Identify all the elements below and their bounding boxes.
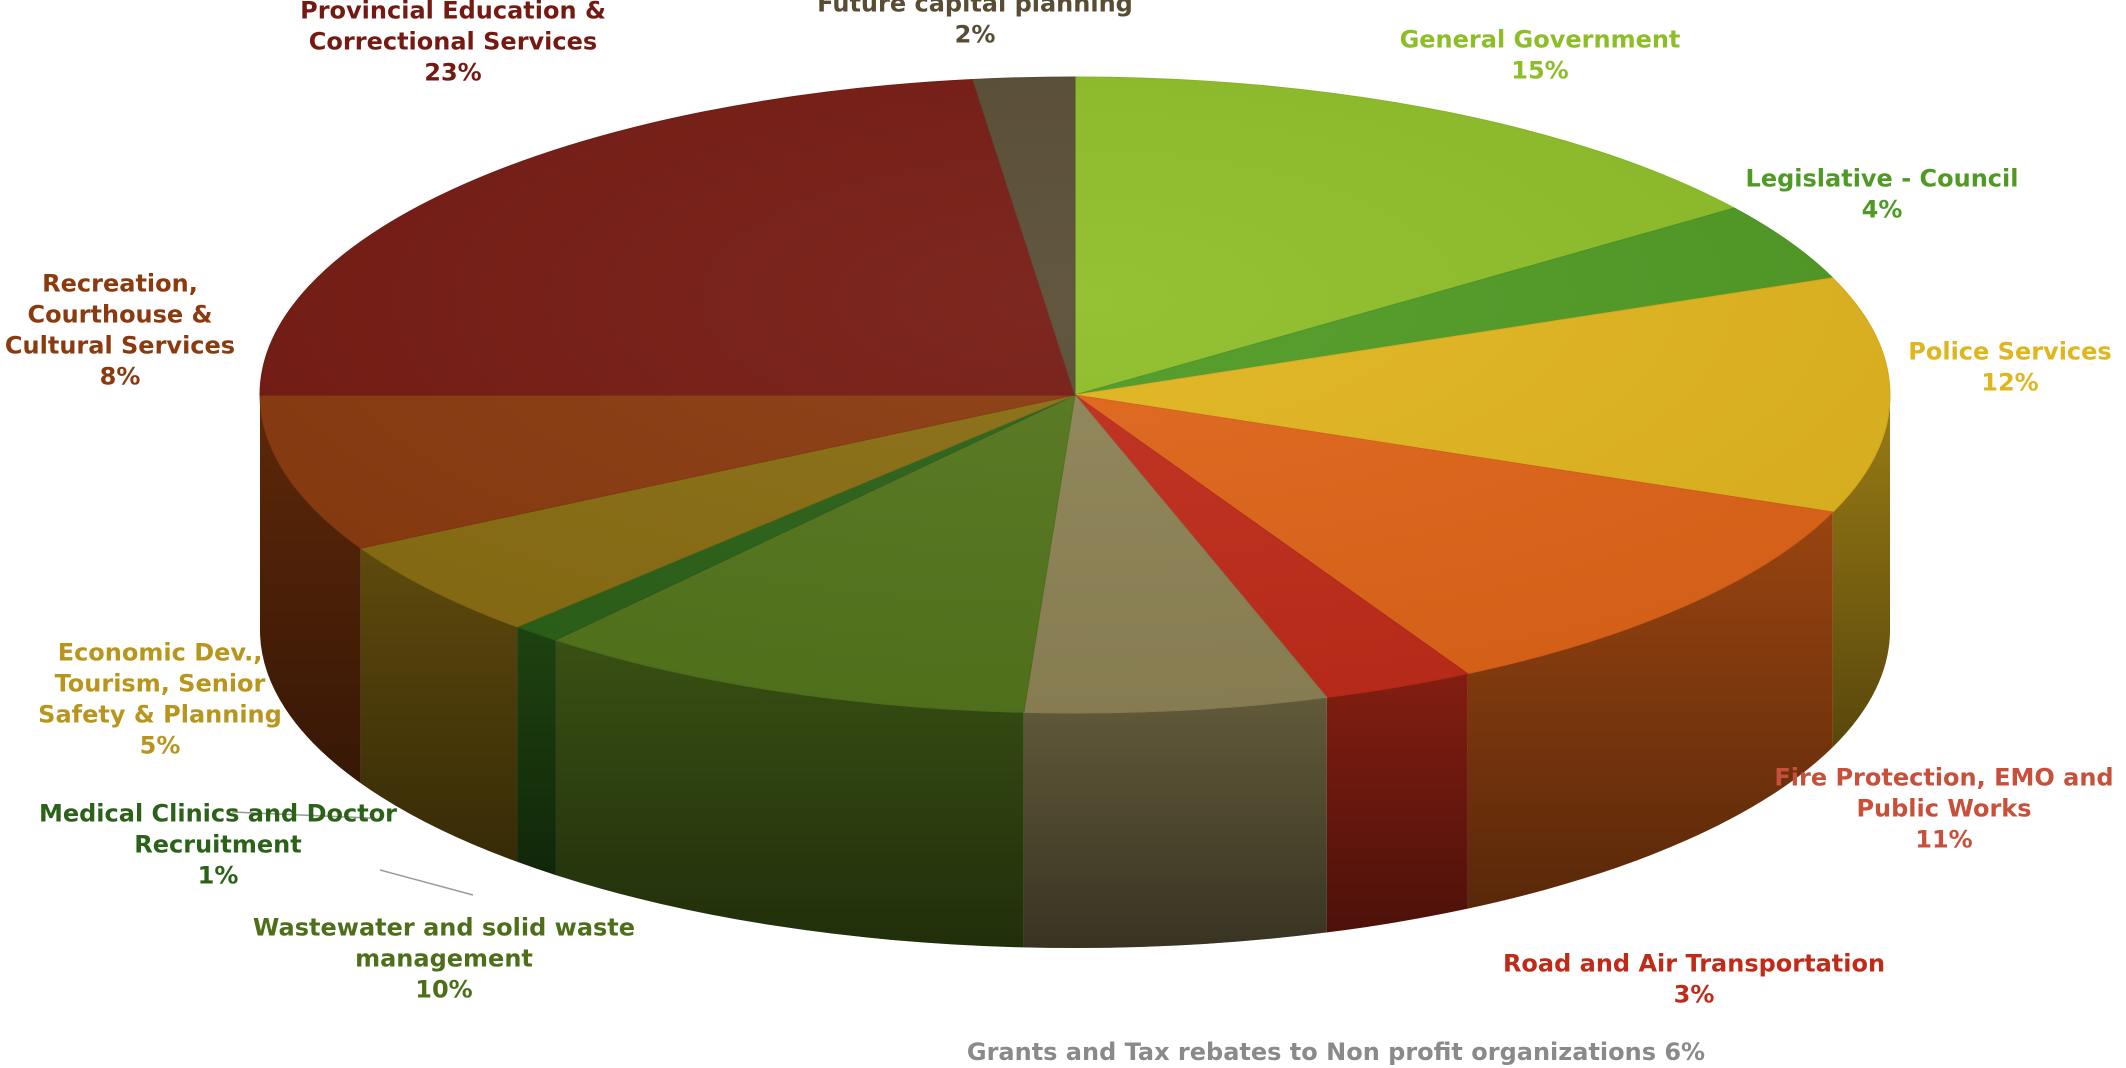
label-fire-protection-emo-and-public-works: Fire Protection, EMO and Public Works 11% [1774, 764, 2113, 854]
slice-value-label: 23% [424, 59, 481, 87]
leader-line-economic-dev-tourism-senior-safety-planning [231, 811, 371, 819]
slice-value-label: 2% [955, 21, 996, 49]
slice-value-label: 15% [1511, 57, 1568, 85]
slice-label-text: Road and Air Transportation [1503, 950, 1885, 978]
pie-side-layer [260, 395, 1890, 948]
pie-top-layer [259, 76, 1891, 714]
slice-value-label: 3% [1674, 981, 1715, 1009]
slice-value-label: 10% [415, 976, 472, 1004]
slice-value-label: 12% [1981, 369, 2038, 397]
side-recreation-courthouse-cultural-services [260, 395, 361, 784]
side-grants-and-tax-rebates-to-non-profit-organizations [1023, 697, 1327, 948]
label-medical-clinics-and-doctor-recruitment: Medical Clinics and Doctor Recruitment 1% [39, 800, 397, 890]
slice-label-text: Fire Protection, EMO and [1774, 764, 2113, 792]
slice-label-text: Grants and Tax rebates to Non profit org… [967, 1038, 1705, 1066]
label-general-government: General Government 15% [1400, 26, 1681, 85]
slice-label-text: Recreation, [42, 270, 198, 298]
slice-value-label: 1% [198, 862, 239, 890]
slice-label-text: Correctional Services [309, 28, 597, 56]
slice-value-label: 11% [1915, 826, 1972, 854]
slice-label-text: Provincial Education & [300, 0, 606, 25]
slice-value-label: 5% [140, 732, 181, 760]
slice-label-text: Economic Dev., [58, 639, 263, 667]
slice-label-text: General Government [1400, 26, 1681, 54]
label-wastewater-and-solid-waste-management: Wastewater and solid waste management 10% [253, 914, 635, 1004]
label-grants-and-tax-rebates-to-non-profit-organizations: Grants and Tax rebates to Non profit org… [967, 1038, 1705, 1066]
leader-lines [231, 811, 474, 896]
label-road-and-air-transportation: Road and Air Transportation 3% [1503, 950, 1885, 1009]
slice-label-text: Safety & Planning [38, 701, 282, 729]
slice-value-label: 4% [1862, 196, 1903, 224]
slice-label-text: Police Services [1908, 338, 2111, 366]
slice-label-text: Legislative - Council [1746, 165, 2019, 193]
slice-label-text: Cultural Services [5, 332, 235, 360]
slice-label-text: Wastewater and solid waste [253, 914, 635, 942]
slice-label-text: Tourism, Senior [55, 670, 266, 698]
side-police-services [1832, 395, 1890, 748]
label-provincial-education-correctional-services: Provincial Education & Correctional Servi… [300, 0, 606, 87]
leader-line-medical-clinics-and-doctor-recruitment [379, 869, 474, 896]
slice-labels: General Government 15% Legislative - Counc… [5, 0, 2114, 1066]
slice-label-text: Future capital planning [817, 0, 1133, 18]
slice-label-text: Courthouse & [27, 301, 212, 329]
pie-top-gloss [260, 77, 1890, 713]
slice-label-text: Public Works [1856, 795, 2031, 823]
slice-label-text: Medical Clinics and Doctor [39, 800, 397, 828]
label-recreation-courthouse-cultural-services: Recreation, Courthouse & Cultural Services… [5, 270, 235, 391]
label-economic-dev-tourism-senior-safety-planning: Economic Dev., Tourism, Senior Safety & Pl… [38, 639, 282, 760]
side-road-and-air-transportation [1326, 673, 1468, 933]
side-medical-clinics-and-doctor-recruitment [517, 626, 556, 876]
slice-label-text: management [355, 945, 533, 973]
side-economic-dev-tourism-senior-safety-planning [360, 548, 518, 862]
side-wastewater-and-solid-waste-management [555, 640, 1024, 948]
slice-label-text: Recruitment [134, 831, 301, 859]
side-fire-protection-emo-and-public-works [1467, 512, 1833, 909]
slice-value-label: 8% [100, 363, 141, 391]
label-police-services: Police Services 12% [1908, 338, 2111, 397]
label-future-capital-planning: Future capital planning 2% [817, 0, 1133, 49]
label-legislative-council: Legislative - Council 4% [1746, 165, 2019, 224]
